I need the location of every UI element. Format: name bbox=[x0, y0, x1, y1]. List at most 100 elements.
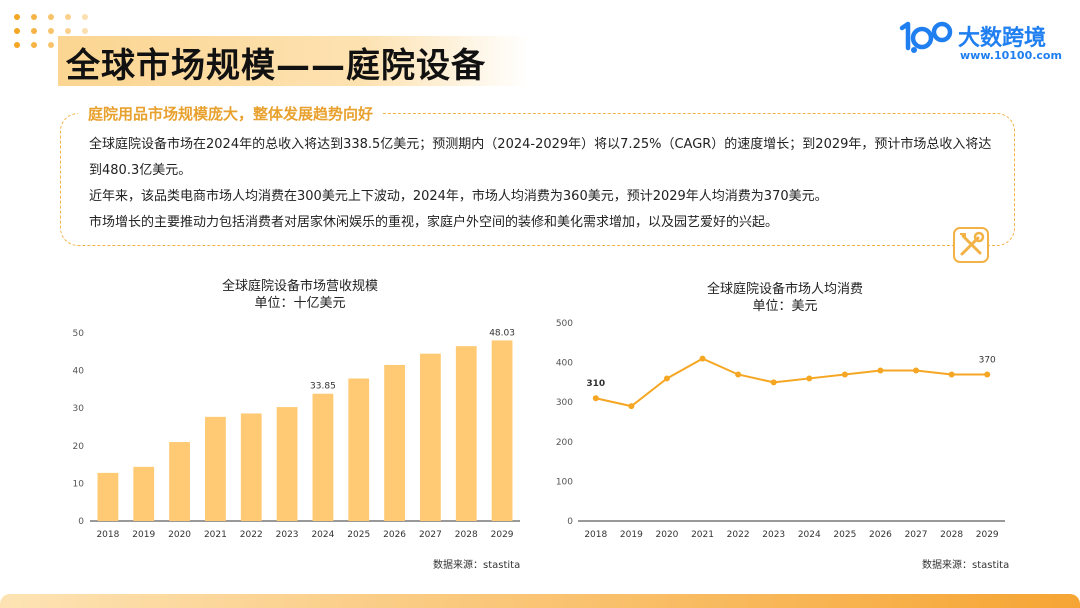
data-point bbox=[877, 367, 884, 374]
x-tick-label: 2023 bbox=[276, 530, 299, 540]
data-point bbox=[770, 379, 777, 386]
x-tick-label: 2029 bbox=[491, 530, 514, 540]
data-point bbox=[699, 355, 706, 362]
series-line bbox=[595, 357, 988, 408]
y-tick-label: 300 bbox=[556, 398, 573, 408]
bar bbox=[491, 340, 513, 521]
y-tick-label: 10 bbox=[73, 479, 85, 489]
data-point bbox=[806, 375, 813, 382]
line-chart-source: 数据来源：stastita bbox=[922, 560, 1010, 571]
data-point bbox=[913, 367, 920, 374]
x-tick-label: 2020 bbox=[168, 530, 191, 540]
line-chart-title: 全球庭院设备市场人均消费 bbox=[706, 282, 863, 297]
x-tick-label: 2028 bbox=[940, 530, 963, 540]
decor-dot bbox=[14, 28, 20, 34]
y-tick-label: 500 bbox=[556, 319, 573, 329]
bar bbox=[240, 413, 262, 521]
x-tick-label: 2020 bbox=[656, 530, 679, 540]
x-tick-label: 2022 bbox=[727, 530, 750, 540]
decor-dot bbox=[65, 14, 71, 20]
x-tick-label: 2022 bbox=[240, 530, 263, 540]
brand-logo: 大数跨境 www.10100.com bbox=[898, 18, 1068, 68]
x-tick-label: 2019 bbox=[132, 530, 155, 540]
decor-dot bbox=[48, 28, 54, 34]
decor-dot bbox=[31, 14, 37, 20]
decor-dot bbox=[48, 42, 54, 48]
x-tick-label: 2024 bbox=[798, 530, 821, 540]
y-tick-label: 0 bbox=[78, 517, 84, 527]
bar bbox=[420, 353, 441, 521]
data-label: 33.85 bbox=[310, 382, 336, 392]
y-tick-label: 40 bbox=[73, 367, 85, 377]
decor-dot bbox=[31, 42, 37, 48]
decor-dot bbox=[14, 42, 20, 48]
bar bbox=[169, 442, 190, 521]
logo-mark-icon bbox=[899, 21, 953, 53]
decor-dot bbox=[82, 14, 88, 20]
data-point bbox=[628, 403, 635, 410]
x-tick-label: 2029 bbox=[976, 530, 999, 540]
x-tick-label: 2018 bbox=[96, 530, 119, 540]
bar-chart-title-block: 全球庭院设备市场营收规模 单位：十亿美元 bbox=[180, 278, 420, 312]
logo-url: www.10100.com bbox=[960, 49, 1062, 62]
bar bbox=[205, 416, 226, 521]
y-tick-label: 0 bbox=[567, 517, 573, 527]
bar bbox=[97, 472, 119, 521]
y-tick-label: 200 bbox=[556, 438, 573, 448]
bar bbox=[348, 378, 370, 521]
logo-name: 大数跨境 bbox=[958, 26, 1047, 51]
x-tick-label: 2026 bbox=[383, 530, 406, 540]
y-tick-label: 400 bbox=[556, 359, 573, 369]
bar-chart-subtitle: 单位：十亿美元 bbox=[254, 296, 346, 311]
decor-dot bbox=[48, 14, 54, 20]
bar bbox=[276, 407, 298, 521]
decor-dot bbox=[65, 28, 71, 34]
x-tick-label: 2027 bbox=[419, 530, 442, 540]
data-point bbox=[592, 395, 599, 402]
data-label: 370 bbox=[979, 355, 996, 365]
decor-dot bbox=[82, 28, 88, 34]
summary-paragraph: 全球庭院设备市场在2024年的总收入将达到338.5亿美元；预测期内（2024-… bbox=[89, 137, 992, 178]
x-tick-label: 2019 bbox=[620, 530, 643, 540]
decor-dot bbox=[31, 28, 37, 34]
x-tick-label: 2028 bbox=[455, 530, 478, 540]
data-point bbox=[663, 375, 670, 382]
y-tick-label: 100 bbox=[556, 477, 573, 487]
data-label: 48.03 bbox=[489, 328, 515, 338]
title-band bbox=[58, 36, 528, 86]
bar-chart-title: 全球庭院设备市场营收规模 bbox=[221, 279, 378, 294]
summary-box bbox=[60, 113, 1015, 246]
line-chart: 0 100 200 300 400 500 2018 310 2019 2020 2021 2022 2… bbox=[556, 319, 1005, 540]
data-label: 310 bbox=[586, 379, 605, 389]
x-tick-label: 2023 bbox=[762, 530, 785, 540]
bar bbox=[384, 364, 405, 521]
x-tick-label: 2027 bbox=[905, 530, 928, 540]
summary-paragraph: 市场增长的主要推动力包括消费者对居家休闲娱乐的重视，家庭户外空间的装修和美化需求… bbox=[89, 215, 779, 230]
page-title: 全球市场规模——庭院设备 bbox=[66, 46, 486, 86]
summary-text: 全球庭院设备市场在2024年的总收入将达到338.5亿美元；预测期内（2024-… bbox=[89, 132, 994, 236]
data-point bbox=[948, 371, 955, 378]
summary-paragraph: 近年来，该品类电商市场人均消费在300美元上下波动，2024年，市场人均消费为3… bbox=[89, 189, 828, 204]
x-tick-label: 2021 bbox=[204, 530, 227, 540]
x-tick-label: 2021 bbox=[691, 530, 714, 540]
data-point bbox=[984, 371, 991, 378]
y-tick-label: 30 bbox=[73, 404, 85, 414]
y-tick-label: 20 bbox=[73, 442, 85, 452]
bar bbox=[133, 466, 155, 521]
summary-heading: 庭院用品市场规模庞大，整体发展趋势向好 bbox=[78, 103, 384, 124]
bar-chart-source: 数据来源：stastita bbox=[433, 560, 521, 571]
data-point bbox=[841, 371, 848, 378]
x-tick-label: 2026 bbox=[869, 530, 892, 540]
x-tick-label: 2025 bbox=[347, 530, 370, 540]
line-chart-title-block: 全球庭院设备市场人均消费 单位：美元 bbox=[665, 281, 905, 315]
bar bbox=[312, 393, 334, 521]
bar-chart: 0 10 20 30 40 50 2018 2019 2020 2021 2022 2023 2024 3… bbox=[73, 328, 520, 540]
bottom-accent-bar bbox=[0, 594, 1080, 608]
x-tick-label: 2025 bbox=[833, 530, 856, 540]
bar bbox=[455, 346, 477, 521]
decor-dot bbox=[14, 14, 20, 20]
x-tick-label: 2018 bbox=[584, 530, 607, 540]
data-point bbox=[735, 371, 742, 378]
x-tick-label: 2024 bbox=[311, 530, 334, 540]
tools-icon bbox=[953, 227, 989, 263]
